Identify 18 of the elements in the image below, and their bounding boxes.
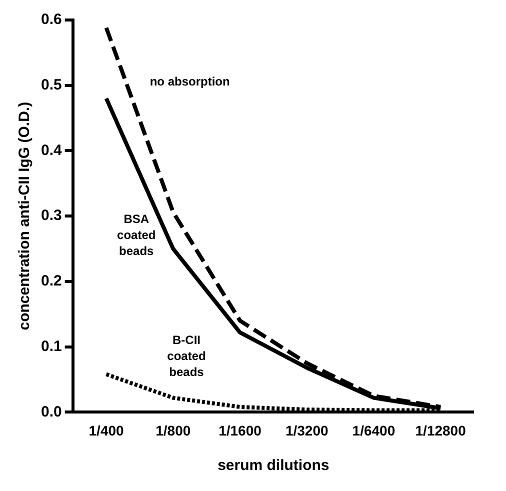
y-tick-label: 0.1 — [40, 338, 62, 355]
y-tick-label: 0.0 — [40, 403, 62, 420]
x-tick-label: 1/6400 — [352, 422, 396, 438]
x-tick-label: 1/400 — [88, 422, 124, 438]
y-axis-title: concentration anti-CII IgG (O.D.) — [16, 102, 34, 330]
y-tick-label: 0.5 — [40, 76, 62, 94]
series-label: B-CII coated beads — [167, 332, 206, 379]
x-tick-label: 1/1600 — [218, 422, 262, 438]
y-tick-label: 0.6 — [40, 11, 62, 28]
series-label: BSA coated beads — [117, 212, 156, 258]
x-tick-label: 1/3200 — [285, 422, 328, 438]
x-tick-label: 1/800 — [156, 422, 191, 438]
y-tick-label: 0.4 — [40, 142, 62, 159]
x-tick-label: 1/12800 — [415, 422, 466, 438]
x-axis-title: serum dilutions — [218, 457, 330, 474]
y-tick-label: 0.2 — [40, 272, 62, 290]
series-label: no absorption — [150, 74, 230, 88]
y-tick-label: 0.3 — [40, 207, 62, 224]
